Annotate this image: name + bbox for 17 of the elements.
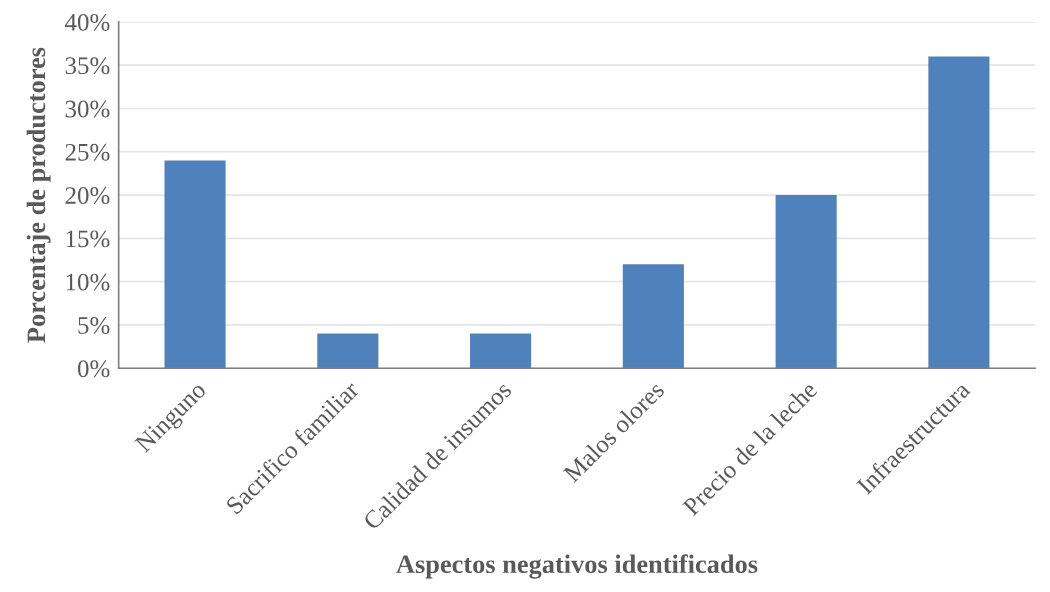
y-tick-label: 20% bbox=[65, 187, 110, 205]
y-tick-label: 40% bbox=[64, 13, 110, 31]
y-tick-label: 0% bbox=[77, 360, 110, 378]
y-tick-label: 5% bbox=[78, 316, 110, 334]
bar bbox=[928, 56, 990, 369]
bar bbox=[470, 333, 532, 369]
bar bbox=[622, 264, 684, 369]
bar bbox=[775, 195, 837, 369]
y-tick-label: 10% bbox=[66, 273, 110, 291]
y-tick-label: 35% bbox=[65, 57, 110, 75]
y-tick-label: 30% bbox=[65, 100, 110, 118]
x-axis-title: Aspectos negativos identificados bbox=[396, 554, 758, 579]
y-axis-title: Porcentaje de productores bbox=[26, 47, 51, 343]
y-tick-label: 15% bbox=[66, 230, 110, 248]
bar bbox=[164, 160, 226, 369]
bar bbox=[317, 333, 379, 369]
y-tick-label: 25% bbox=[65, 143, 110, 161]
